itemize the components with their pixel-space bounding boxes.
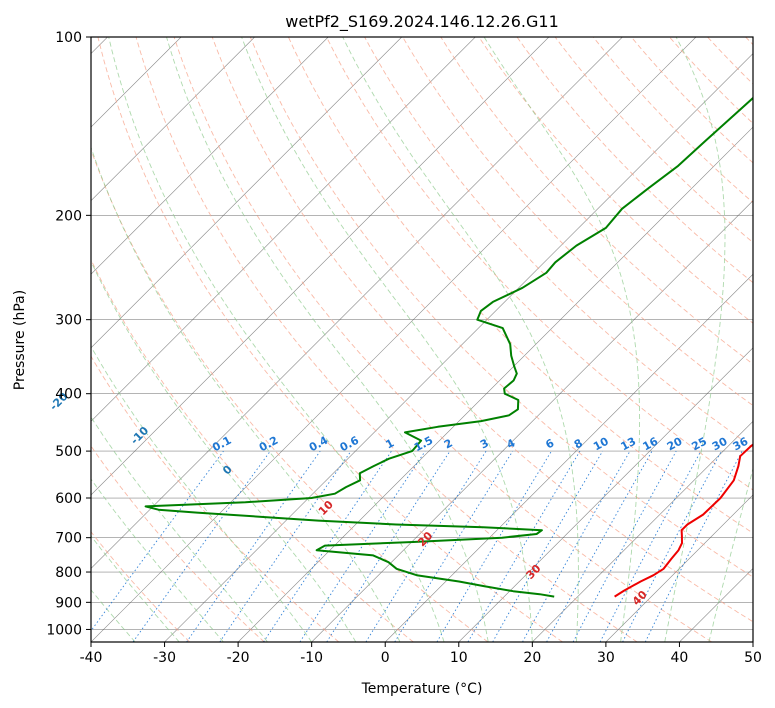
- x-tick-label: 20: [523, 650, 541, 666]
- mixing-ratio-label: 30: [710, 435, 730, 454]
- mixing-ratio-line: [522, 450, 631, 642]
- dry-adiabat: [478, 37, 753, 324]
- dry-adiabat: [402, 37, 753, 407]
- dry-adiabat: [135, 37, 638, 642]
- dewpoint-profile: [144, 96, 753, 598]
- moist-adiabat: [241, 37, 533, 642]
- isotherm-line: [91, 37, 402, 349]
- dry-adiabat: [211, 37, 753, 623]
- plot-frame: [90, 36, 754, 643]
- chart-title: wetPf2_S169.2024.146.12.26.G11: [285, 12, 559, 32]
- mixing-ratio-label: 16: [641, 435, 661, 454]
- y-tick-label: 400: [55, 387, 82, 403]
- y-tick-label: 300: [55, 313, 82, 329]
- mixing-ratio-line: [263, 450, 392, 642]
- isotherm-line: [164, 53, 753, 642]
- dry-adiabat: [91, 531, 191, 642]
- mixing-ratio-label: 36: [731, 435, 751, 454]
- isotherm-line: [91, 37, 550, 496]
- dry-adiabat: [516, 37, 753, 284]
- isotherm-line: [91, 37, 623, 569]
- mixing-ratio-line: [91, 450, 224, 632]
- x-tick-label: 0: [381, 650, 390, 666]
- x-tick-label: 30: [597, 650, 615, 666]
- moist-adiabat: [166, 37, 489, 642]
- mixing-ratio-label: 13: [619, 435, 639, 454]
- dry-adiabat: [97, 37, 563, 642]
- plot-background: [91, 37, 753, 642]
- isotherm-line: [752, 641, 753, 642]
- dry-adiabat: [326, 37, 753, 491]
- data-lines: [144, 96, 753, 598]
- moist-adiabat: [91, 345, 313, 642]
- moist-adiabat: [91, 478, 224, 642]
- dry-adiabat: [249, 37, 753, 578]
- isotherm-line: [237, 126, 753, 642]
- y-tick-label: 100: [55, 30, 82, 46]
- x-tick-label: -40: [80, 650, 103, 666]
- isotherm-line: [532, 420, 753, 642]
- isotherm-line: [91, 37, 329, 275]
- x-tick-label: 40: [671, 650, 689, 666]
- moist-adiabat: [91, 416, 268, 642]
- isotherm-line: [385, 273, 753, 642]
- y-tick-label: 800: [55, 565, 82, 581]
- x-tick-label: -10: [300, 650, 323, 666]
- dry-adiabat: [91, 258, 414, 642]
- dry-adiabat: [91, 445, 265, 642]
- mixing-ratio-line: [394, 450, 514, 642]
- moist-adiabat: [91, 146, 401, 642]
- x-axis-title: Temperature (°C): [361, 681, 483, 697]
- isotherm-line: [605, 494, 753, 642]
- mixing-ratio-label: 10: [591, 435, 611, 454]
- y-tick-label: 700: [55, 531, 82, 547]
- dry-adiabat: [173, 37, 713, 642]
- y-tick-label: 200: [55, 208, 82, 224]
- isotherm-line: [458, 347, 753, 642]
- moist-adiabat: [342, 37, 579, 642]
- mixing-ratio-line: [219, 450, 352, 642]
- dry-adiabat: [91, 148, 489, 642]
- axis-ticks: -40 -30 -20 -10 0 10 20 30 40 50 100 200 300 400 500 60…: [46, 30, 762, 666]
- y-tick-label: 600: [55, 491, 82, 507]
- y-tick-label: 1000: [46, 622, 82, 638]
- x-tick-label: -30: [153, 650, 176, 666]
- moist-adiabat: [664, 37, 726, 642]
- background-lines: [91, 37, 753, 642]
- y-tick-label: 500: [55, 444, 82, 460]
- y-axis-title: Pressure (hPa): [12, 290, 28, 390]
- moist-adiabat: [708, 467, 753, 642]
- dry-adiabat: [91, 355, 340, 642]
- isotherm-line: [91, 37, 476, 422]
- isotherm-line: [91, 37, 255, 202]
- mixing-ratio-line: [326, 450, 451, 642]
- moist-adiabat: [483, 37, 641, 642]
- moist-adiabat: [91, 260, 357, 642]
- mixing-ratio-label: 20: [665, 435, 685, 454]
- x-tick-label: 50: [744, 650, 762, 666]
- mixing-ratio-line: [572, 450, 677, 642]
- mixing-ratio-line: [546, 450, 653, 642]
- mixing-ratio-line: [186, 450, 321, 642]
- x-tick-label: -20: [227, 650, 250, 666]
- y-tick-label: 900: [55, 595, 82, 611]
- mixing-ratio-line: [299, 450, 426, 642]
- mixing-ratio-line: [644, 450, 743, 642]
- mixing-ratio-line: [132, 450, 271, 642]
- moist-adiabat: [91, 535, 180, 642]
- moist-adiabat: [108, 37, 445, 642]
- x-tick-label: 10: [450, 650, 468, 666]
- isotherm-line: [91, 37, 697, 642]
- temperature-profile: [614, 443, 753, 598]
- mixing-ratio-label: 25: [689, 435, 709, 454]
